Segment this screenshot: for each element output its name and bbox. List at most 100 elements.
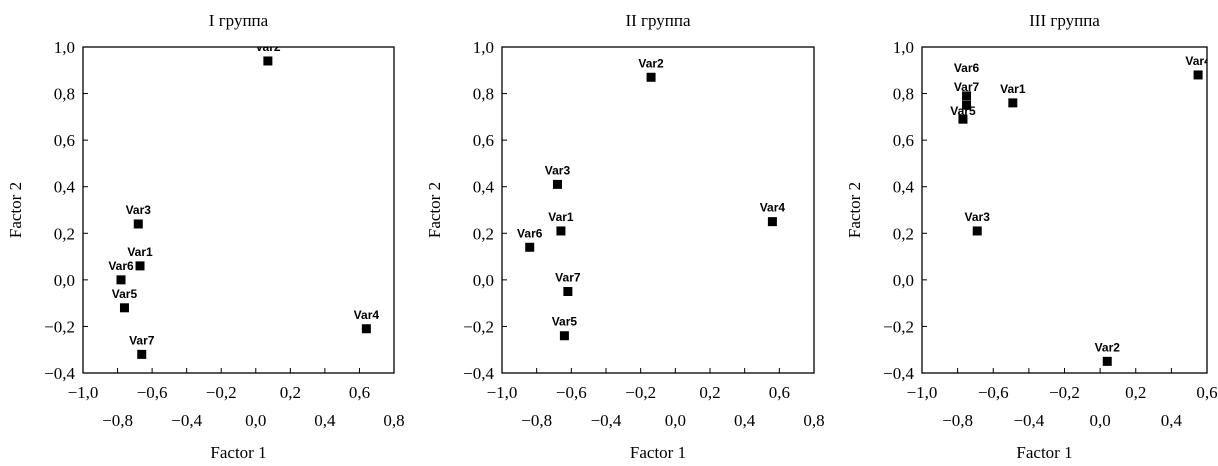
y-tick-label: 0,4 xyxy=(893,178,915,197)
y-tick-label: 0,2 xyxy=(473,224,494,243)
y-axis-label: Factor 2 xyxy=(845,182,864,238)
point-label-var1: Var1 xyxy=(548,210,574,224)
y-tick-label: 1,0 xyxy=(473,38,494,57)
y-tick-label: 0,0 xyxy=(54,271,75,290)
point-label-var6: Var6 xyxy=(954,61,980,75)
plot-marks: Var4 Var1 Var6 Var7 Var5 Var3 Var2 xyxy=(950,54,1211,366)
x-tick-label: −0,8 xyxy=(521,411,552,430)
data-point-var3 xyxy=(972,226,982,236)
point-label-var6: Var6 xyxy=(517,226,543,240)
chart-title: III группа xyxy=(1029,11,1100,30)
data-point-var7 xyxy=(962,100,972,110)
y-tick-label: 0,6 xyxy=(473,131,494,150)
y-tick-label: −0,2 xyxy=(44,317,75,336)
x-tick-label: 0,8 xyxy=(383,411,404,430)
data-point-var5 xyxy=(559,331,569,341)
y-tick-label: −0,4 xyxy=(44,364,75,383)
y-tick-label: 0,8 xyxy=(54,85,75,104)
x-tick-label: −0,2 xyxy=(625,383,656,402)
x-tick-label: −1,0 xyxy=(68,383,99,402)
data-point-var2 xyxy=(646,72,656,82)
x-tick-label: 0,2 xyxy=(699,383,720,402)
chart-title: II группа xyxy=(625,11,691,30)
x-tick-label: −1,0 xyxy=(487,383,518,402)
data-point-var7 xyxy=(137,349,147,359)
y-tick-label: 1,0 xyxy=(54,38,75,57)
x-tick-label: 0,0 xyxy=(245,411,266,430)
point-label-var4: Var4 xyxy=(760,201,786,215)
point-label-var3: Var3 xyxy=(965,210,991,224)
x-tick-label: −0,8 xyxy=(102,411,133,430)
x-tick-label: 0,8 xyxy=(803,411,824,430)
y-tick-label: 0,4 xyxy=(54,178,76,197)
x-tick-label: 0,0 xyxy=(1090,411,1111,430)
data-point-var4 xyxy=(1193,70,1203,80)
y-axis-label: Factor 2 xyxy=(425,182,444,238)
data-point-var1 xyxy=(135,261,145,271)
data-point-var6 xyxy=(116,275,126,285)
point-label-var6: Var6 xyxy=(108,259,134,273)
x-tick-label: 0,4 xyxy=(1161,411,1183,430)
x-tick-label: −0,4 xyxy=(1013,411,1044,430)
x-tick-label: −0,8 xyxy=(942,411,973,430)
x-tick-label: 0,6 xyxy=(1196,383,1217,402)
y-tick-label: 0,2 xyxy=(54,224,75,243)
x-axis-label: Factor 1 xyxy=(1016,443,1072,462)
y-tick-label: 0,0 xyxy=(893,271,914,290)
y-tick-label: 0,4 xyxy=(473,178,495,197)
x-tick-label: −0,2 xyxy=(1049,383,1080,402)
y-tick-label: −0,4 xyxy=(883,364,914,383)
point-label-var3: Var3 xyxy=(545,163,571,177)
x-tick-label: −0,6 xyxy=(556,383,587,402)
point-label-var2: Var2 xyxy=(255,40,281,54)
x-axis-label: Factor 1 xyxy=(630,443,686,462)
y-tick-label: 1,0 xyxy=(893,38,914,57)
data-point-var4 xyxy=(361,324,371,334)
point-label-var2: Var2 xyxy=(1095,340,1121,354)
data-point-var1 xyxy=(556,226,566,236)
point-label-var7: Var7 xyxy=(954,80,980,94)
point-label-var1: Var1 xyxy=(127,245,153,259)
x-tick-label: −1,0 xyxy=(907,383,938,402)
data-point-var5 xyxy=(958,114,968,124)
plot-frame xyxy=(501,46,815,374)
point-label-var7: Var7 xyxy=(129,333,155,347)
y-tick-label: 0,8 xyxy=(473,85,494,104)
point-label-var5: Var5 xyxy=(950,104,976,118)
data-point-var3 xyxy=(133,219,143,229)
point-label-var4: Var4 xyxy=(1185,54,1211,68)
point-label-var5: Var5 xyxy=(112,287,138,301)
y-tick-label: −0,2 xyxy=(463,317,494,336)
data-point-var4 xyxy=(767,217,777,227)
x-tick-label: 0,6 xyxy=(349,383,370,402)
y-axis-label: Factor 2 xyxy=(6,182,25,238)
x-tick-label: −0,4 xyxy=(171,411,202,430)
point-label-var2: Var2 xyxy=(638,56,664,70)
point-label-var5: Var5 xyxy=(552,315,578,329)
y-tick-label: 0,8 xyxy=(893,85,914,104)
y-tick-label: −0,2 xyxy=(883,317,914,336)
y-tick-label: 0,6 xyxy=(893,131,914,150)
data-point-var1 xyxy=(1008,98,1018,108)
x-tick-label: −0,4 xyxy=(591,411,622,430)
x-tick-label: 0,6 xyxy=(769,383,790,402)
x-tick-label: 0,2 xyxy=(280,383,301,402)
data-point-var7 xyxy=(563,287,573,296)
y-tick-label: 0,6 xyxy=(54,131,75,150)
x-tick-label: 0,2 xyxy=(1125,383,1146,402)
point-label-var1: Var1 xyxy=(1000,82,1026,96)
chart-panel-3: III группа1,00,80,60,40,20,0−0,2−0,4−1,0… xyxy=(845,11,1218,462)
x-tick-label: 0,4 xyxy=(314,411,336,430)
chart-panel-2: II группа1,00,80,60,40,20,0−0,2−0,4−1,0−… xyxy=(425,11,825,462)
point-label-var7: Var7 xyxy=(555,271,581,285)
data-point-var3 xyxy=(552,179,562,189)
chart-title: I группа xyxy=(209,11,269,30)
plot-frame xyxy=(82,46,395,374)
x-tick-label: −0,6 xyxy=(137,383,168,402)
x-tick-label: −0,2 xyxy=(206,383,237,402)
data-point-var5 xyxy=(119,303,129,313)
x-tick-label: −0,6 xyxy=(978,383,1009,402)
